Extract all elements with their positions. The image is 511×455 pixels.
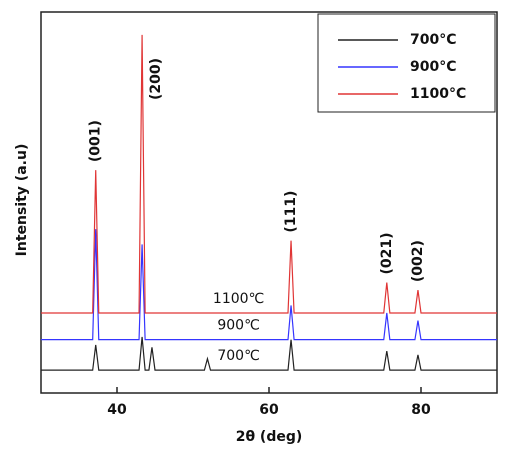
curve-label: 1100℃ [213,291,264,307]
y-axis-title: Intensity (a.u) [14,144,30,257]
legend-label: 1100°C [410,86,466,102]
x-tick-label: 80 [411,402,431,418]
peak-label: (002) [410,240,426,282]
series-line [41,229,497,341]
legend-label: 700°C [410,32,457,48]
curve-label: 900℃ [217,318,259,334]
series-line [41,336,497,371]
peak-label: (001) [88,120,104,162]
legend-box [317,13,496,113]
peak-label: (021) [379,232,395,274]
x-axis-title: 2θ (deg) [236,429,303,445]
peak-label: (200) [148,58,164,100]
x-tick-label: 40 [107,402,127,418]
legend-label: 900°C [410,59,457,75]
series-line [41,34,497,314]
curve-label: 700℃ [217,348,259,364]
x-tick-label: 60 [259,402,279,418]
peak-label: (111) [283,191,299,233]
